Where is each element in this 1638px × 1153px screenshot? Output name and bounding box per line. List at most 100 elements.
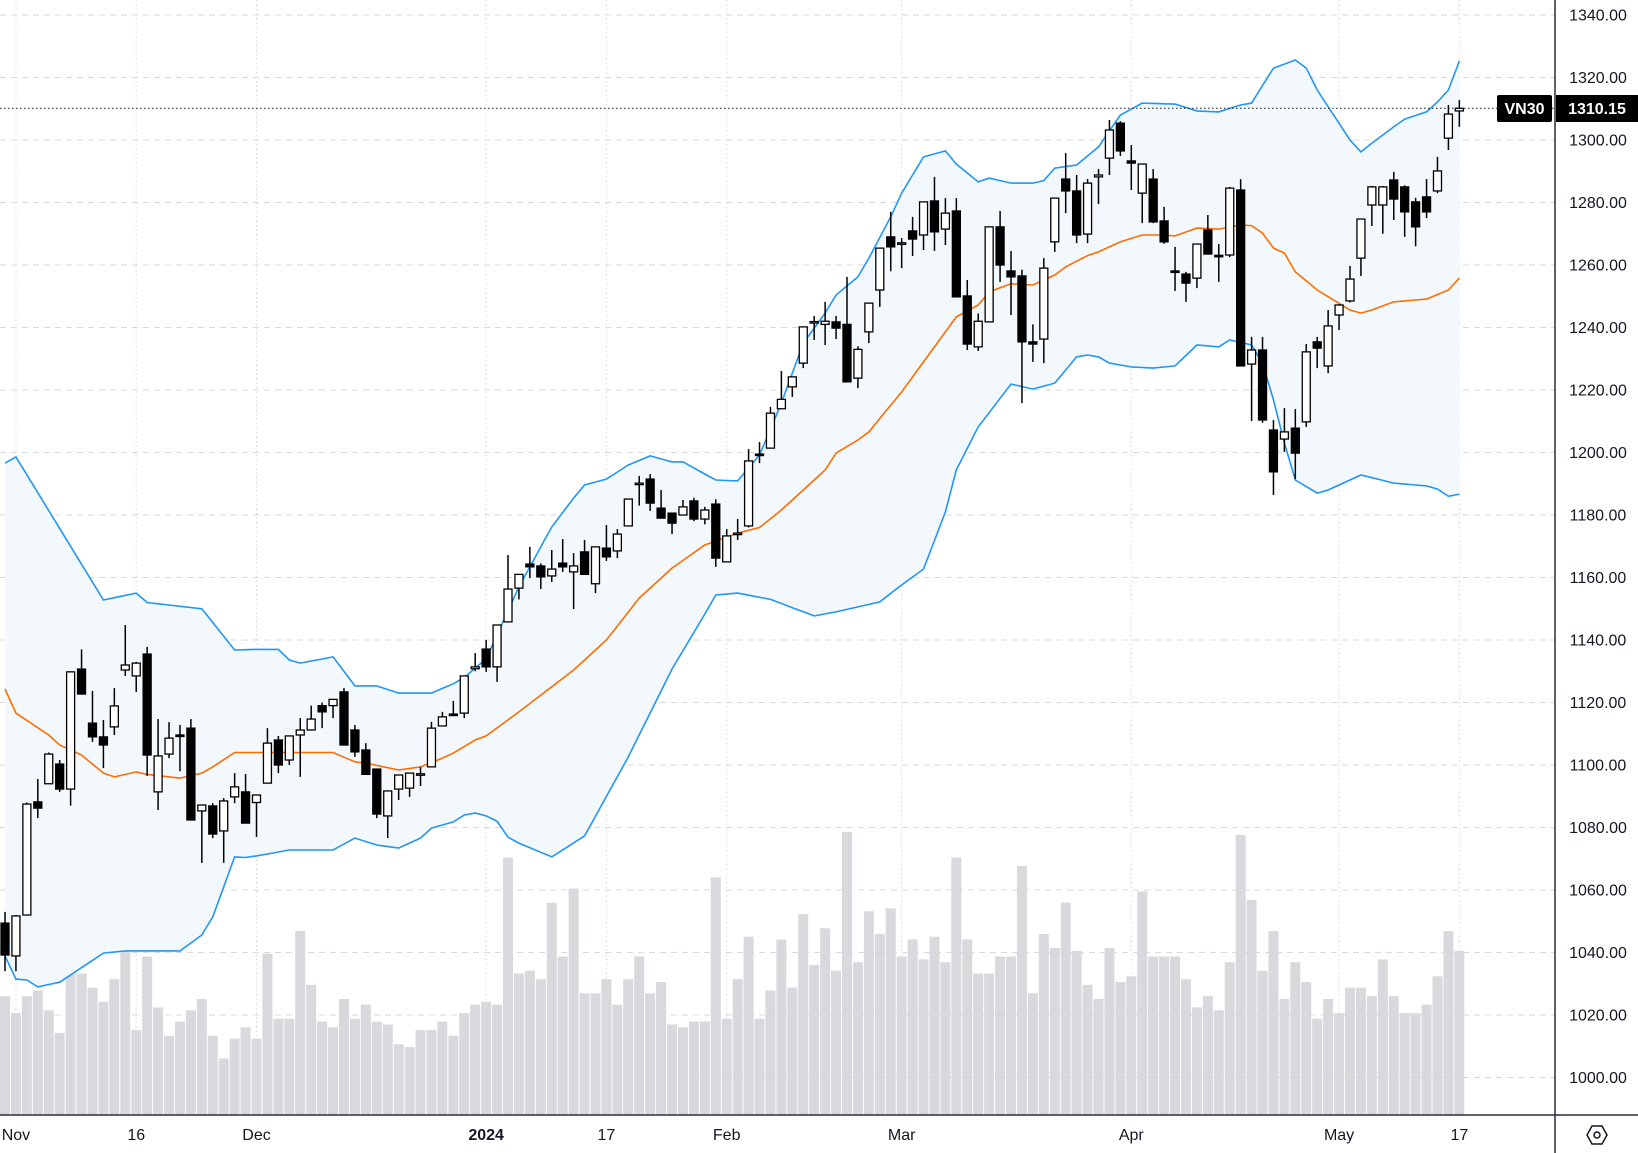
volume-bar bbox=[404, 1047, 415, 1115]
candle-body bbox=[1137, 163, 1147, 194]
candle bbox=[1400, 185, 1410, 237]
y-tick-label: 1340.00 bbox=[1569, 8, 1627, 25]
volume-bar bbox=[776, 939, 787, 1115]
y-tick-label: 1220.00 bbox=[1569, 383, 1627, 400]
candle bbox=[1246, 336, 1257, 421]
price-axis[interactable]: 1340.00 1320.00 1300.00 1280.00 1260.00 1240.… bbox=[1569, 8, 1627, 1088]
volume-bar bbox=[492, 1004, 503, 1115]
candle bbox=[1115, 121, 1126, 156]
candle bbox=[842, 276, 852, 383]
volume-bar bbox=[1115, 981, 1126, 1115]
candle-body bbox=[229, 786, 240, 798]
candle-body bbox=[131, 662, 141, 677]
volume-bar bbox=[153, 1007, 164, 1115]
candle bbox=[306, 705, 316, 731]
candle-body bbox=[667, 512, 677, 524]
volume-bar bbox=[557, 956, 568, 1115]
candle-body bbox=[1071, 190, 1082, 236]
candle-body bbox=[1432, 170, 1443, 192]
volume-bar bbox=[809, 965, 820, 1115]
candle bbox=[1432, 156, 1443, 194]
candle bbox=[251, 794, 262, 837]
volume-bar bbox=[1355, 987, 1366, 1115]
volume-bar bbox=[1268, 931, 1279, 1115]
candle-body bbox=[568, 565, 579, 573]
volume-bar bbox=[1071, 950, 1082, 1115]
candle-body bbox=[1356, 218, 1366, 259]
candle bbox=[525, 546, 535, 579]
time-axis-bg[interactable] bbox=[0, 1115, 1638, 1153]
candle bbox=[579, 540, 590, 576]
price-axis-bg[interactable] bbox=[1555, 0, 1638, 1153]
volume-bar bbox=[513, 973, 524, 1115]
candle-body bbox=[164, 737, 174, 755]
candle-body bbox=[1017, 275, 1027, 343]
time-axis[interactable]: Nov 16 Dec 2024 17 Feb Mar Apr May 17 bbox=[2, 1127, 1469, 1144]
gear-hexagon-icon[interactable] bbox=[1586, 1125, 1608, 1145]
volume-bar bbox=[1323, 998, 1334, 1115]
volume-bar bbox=[240, 1027, 251, 1115]
candle-body bbox=[612, 533, 623, 552]
volume-bar bbox=[1410, 1013, 1421, 1115]
candle-body bbox=[678, 506, 688, 516]
candle bbox=[295, 718, 305, 777]
candle bbox=[1345, 265, 1355, 303]
volume-bar bbox=[732, 979, 743, 1115]
candle bbox=[1039, 258, 1049, 364]
candle bbox=[33, 779, 43, 819]
volume-bar bbox=[448, 1035, 459, 1115]
volume-bar bbox=[196, 998, 207, 1115]
candle-body bbox=[55, 763, 65, 790]
volume-bar bbox=[251, 1038, 262, 1115]
candle-body bbox=[284, 735, 294, 761]
candle bbox=[142, 646, 152, 776]
candle bbox=[131, 661, 141, 692]
candle bbox=[645, 474, 655, 511]
candle-body bbox=[426, 727, 437, 768]
candle bbox=[853, 346, 863, 389]
candle bbox=[1006, 250, 1016, 315]
volume-bar bbox=[601, 979, 612, 1115]
candle-body bbox=[984, 226, 994, 323]
candle-body bbox=[251, 794, 262, 804]
candle-body bbox=[1214, 254, 1224, 258]
volume-bar bbox=[54, 1032, 65, 1115]
volume-bar bbox=[470, 1004, 481, 1115]
candle bbox=[590, 546, 601, 594]
y-tick-label: 1120.00 bbox=[1570, 695, 1627, 712]
candle-body bbox=[1050, 197, 1060, 243]
candle bbox=[437, 711, 448, 727]
volume-bar bbox=[831, 970, 842, 1115]
candle bbox=[186, 719, 196, 821]
candle bbox=[886, 211, 896, 272]
candle-body bbox=[1093, 174, 1104, 178]
candle-body bbox=[525, 563, 535, 568]
volume-bar bbox=[754, 1018, 765, 1115]
candle bbox=[514, 573, 524, 600]
volume-bar bbox=[164, 1035, 175, 1115]
volume-bar bbox=[820, 928, 831, 1115]
volume-bar bbox=[437, 1021, 448, 1115]
candle bbox=[361, 743, 371, 776]
candle bbox=[98, 720, 109, 769]
candle-body bbox=[547, 568, 557, 577]
volume-bar bbox=[1191, 1007, 1202, 1115]
candle-body bbox=[1192, 243, 1202, 279]
volume-bar bbox=[218, 1058, 229, 1115]
volume-bar bbox=[174, 1021, 185, 1115]
volume-bar bbox=[743, 936, 754, 1115]
candle-body bbox=[383, 790, 393, 817]
candle bbox=[1367, 185, 1377, 226]
upper-band-line bbox=[4, 59, 1461, 694]
candle bbox=[448, 700, 458, 717]
candle bbox=[219, 798, 229, 863]
volume-bar bbox=[76, 973, 87, 1115]
volume-bar bbox=[481, 1001, 492, 1115]
candle-body bbox=[853, 348, 863, 379]
candle bbox=[1225, 186, 1235, 258]
x-tick-label: 17 bbox=[1450, 1127, 1468, 1144]
candle bbox=[240, 774, 251, 824]
volume-bar bbox=[940, 962, 951, 1115]
y-tick-label: 1200.00 bbox=[1569, 445, 1627, 462]
